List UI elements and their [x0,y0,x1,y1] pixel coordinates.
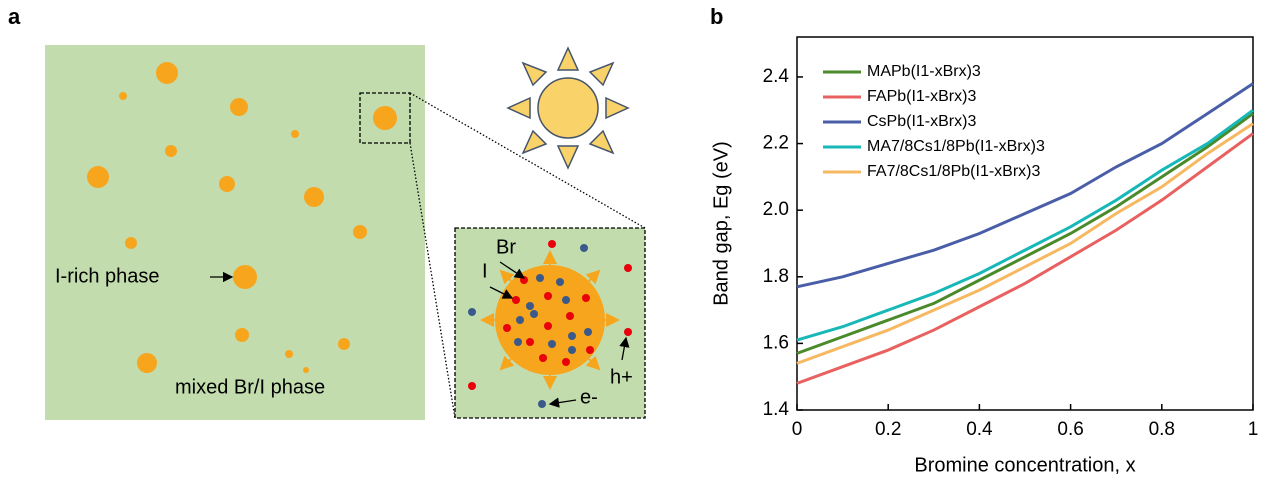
y-tick-label: 2.2 [763,133,789,154]
y-tick-label: 2.4 [763,66,790,87]
x-tick-label: 0.8 [1149,419,1175,440]
x-tick-label: 0.4 [966,419,993,440]
chart: 1.4 1.6 1.8 2.0 2.2 2.4 0 0.2 0.4 0.6 0.8 1 Bromine … [710,37,1258,476]
mixed-label: mixed Br/I phase [175,376,325,398]
phase-diagram: I-rich phase mixed Br/I phase [45,45,645,420]
y-axis-label: Band gap, Eg (eV) [710,141,732,306]
i-rich-label: I-rich phase [55,265,160,287]
br-label: Br [496,236,516,258]
legend-label: MA7/8Cs1/8Pb(I1-xBrx)3 [867,138,1045,155]
sun [508,48,628,168]
i-label: I [482,260,488,282]
y-tick-label: 1.6 [763,332,789,353]
legend-label: FAPb(I1-xBrx)3 [867,88,976,105]
y-tick-label: 1.4 [763,399,790,420]
electron-label: e- [580,386,598,408]
panel-label: a [8,4,21,29]
figure: a b I-rich phase mixed Br/I phase [0,0,1265,481]
y-tick-label: 1.8 [763,266,789,287]
y-tick-label: 2.0 [763,199,789,220]
zoom: Br I h+ e- [455,228,645,418]
panel-label: b [710,4,723,29]
x-tick-label: 0.2 [875,419,901,440]
x-tick-label: 0.6 [1057,419,1083,440]
x-tick-label: 1 [1248,419,1259,440]
legend-label: FA7/8Cs1/8Pb(I1-xBrx)3 [867,163,1041,180]
plot-frame [797,37,1253,410]
legend-label: MAPb(I1-xBrx)3 [867,63,981,80]
x-axis-label: Bromine concentration, x [914,454,1135,476]
x-tick-label: 0 [792,419,803,440]
legend-label: CsPb(I1-xBrx)3 [867,113,976,130]
hole-label: h+ [610,366,633,388]
